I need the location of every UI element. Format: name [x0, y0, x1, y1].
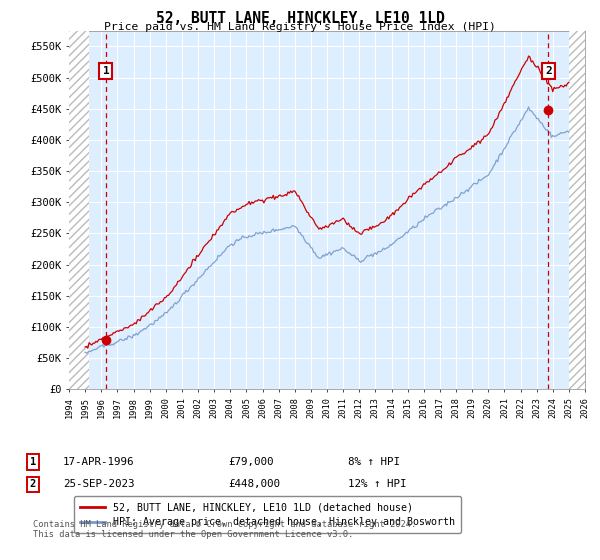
Legend: 52, BUTT LANE, HINCKLEY, LE10 1LD (detached house), HPI: Average price, detached: 52, BUTT LANE, HINCKLEY, LE10 1LD (detac… — [74, 496, 461, 533]
Text: Contains HM Land Registry data © Crown copyright and database right 2024.
This d: Contains HM Land Registry data © Crown c… — [33, 520, 416, 539]
Bar — [569, 31, 585, 389]
Text: 12% ↑ HPI: 12% ↑ HPI — [348, 479, 407, 489]
Bar — [69, 31, 89, 389]
Text: 52, BUTT LANE, HINCKLEY, LE10 1LD: 52, BUTT LANE, HINCKLEY, LE10 1LD — [155, 11, 445, 26]
Text: 2: 2 — [545, 66, 552, 76]
Text: 1: 1 — [103, 66, 109, 76]
Text: Price paid vs. HM Land Registry's House Price Index (HPI): Price paid vs. HM Land Registry's House … — [104, 22, 496, 32]
Text: 1: 1 — [30, 457, 36, 467]
Text: £79,000: £79,000 — [228, 457, 274, 467]
Text: 25-SEP-2023: 25-SEP-2023 — [63, 479, 134, 489]
Text: 17-APR-1996: 17-APR-1996 — [63, 457, 134, 467]
Text: £448,000: £448,000 — [228, 479, 280, 489]
Text: 2: 2 — [30, 479, 36, 489]
Text: 8% ↑ HPI: 8% ↑ HPI — [348, 457, 400, 467]
